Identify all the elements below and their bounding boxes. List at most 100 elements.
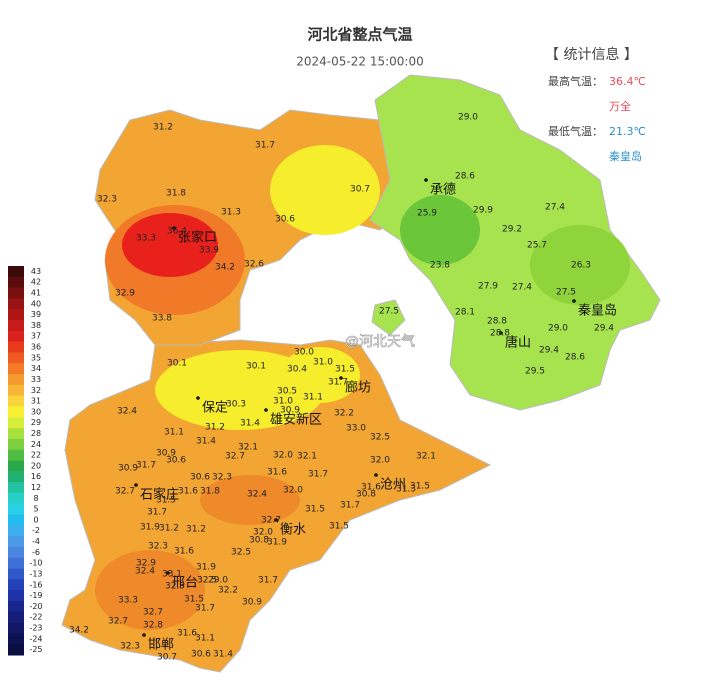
city-name: 邯郸 <box>148 638 174 653</box>
temperature-reading: 32.5 <box>370 433 390 443</box>
temperature-reading: 31.5 <box>329 522 349 532</box>
temperature-reading: 34.2 <box>215 263 235 273</box>
scale-label: 35 <box>31 353 41 362</box>
scale-label: 20 <box>31 461 41 470</box>
temperature-reading: 32.2 <box>218 586 238 596</box>
temperature-reading: 31.6 <box>267 468 287 478</box>
temperature-reading: 30.3 <box>226 400 246 410</box>
temperature-reading: 30.1 <box>167 359 187 369</box>
temperature-reading: 31.5 <box>335 365 355 375</box>
temperature-reading: 27.4 <box>512 283 532 293</box>
temperature-reading: 33.0 <box>346 424 366 434</box>
temperature-reading: 31.7 <box>195 604 215 614</box>
temperature-reading: 32.4 <box>247 490 267 500</box>
temperature-reading: 32.0 <box>283 486 303 496</box>
temperature-reading: 32.1 <box>297 452 317 462</box>
city-dot <box>196 396 200 400</box>
temperature-reading: 27.5 <box>556 288 576 298</box>
temperature-reading: 31.9 <box>196 563 216 573</box>
city-name: 承德 <box>430 183 456 198</box>
temperature-reading: 36.4 <box>167 227 187 237</box>
temperature-reading: 30.8 <box>249 536 269 546</box>
temperature-reading: 32.3 <box>120 642 140 652</box>
temperature-reading: 31.2 <box>205 423 225 433</box>
city-name: 衡水 <box>280 523 306 538</box>
temperature-reading: 31.9 <box>267 538 287 548</box>
map-labels: 张家口承德秦皇岛唐山廊坊保定雄安新区石家庄衡水沧州邢台邯郸31.231.731.… <box>69 113 617 663</box>
scale-label: -19 <box>29 591 42 600</box>
scale-swatch <box>8 503 24 516</box>
city-name: 沧州 <box>380 477 406 493</box>
temperature-reading: 31.7 <box>147 508 167 518</box>
temperature-reading: 30.0 <box>294 348 314 358</box>
temperature-reading: 30.5 <box>277 387 297 397</box>
scale-label: 33 <box>31 375 41 384</box>
scale-label: 22 <box>31 451 41 460</box>
scale-label: 31 <box>31 397 41 406</box>
temperature-reading: 30.6 <box>166 456 186 466</box>
temperature-reading: 34.2 <box>69 626 89 636</box>
temperature-reading: 31.1 <box>303 393 323 403</box>
temperature-reading: 31.4 <box>240 419 260 429</box>
temperature-reading: 31.6 <box>178 487 198 497</box>
temperature-reading: 29.2 <box>502 225 522 235</box>
temperature-reading: 32.7 <box>225 452 245 462</box>
scale-label: 16 <box>31 472 41 481</box>
scale-label: -10 <box>29 559 42 568</box>
temperature-reading: 23.8 <box>430 261 450 271</box>
temperature-reading: 29.0 <box>208 576 228 586</box>
city-dot <box>499 331 503 335</box>
watermark: @河北天气 <box>345 334 415 350</box>
scale-label: 28 <box>31 429 41 438</box>
city-name: 石家庄 <box>140 487 179 503</box>
scale-swatch <box>8 330 24 343</box>
temperature-reading: 30.4 <box>287 365 307 375</box>
scale-label: -23 <box>29 623 42 632</box>
scale-label: 39 <box>31 310 41 319</box>
temperature-reading: 31.1 <box>164 428 184 438</box>
scale-swatch <box>8 482 24 494</box>
scale-swatch <box>8 633 24 645</box>
temperature-reading: 29.4 <box>539 346 559 356</box>
temperature-reading: 31.8 <box>200 487 220 497</box>
temperature-reading: 27.5 <box>379 307 399 317</box>
temperature-reading: 26.3 <box>571 261 591 271</box>
temperature-reading: 32.0 <box>253 528 273 538</box>
temperature-reading: 31.7 <box>258 576 278 586</box>
temperature-reading: 32.5 <box>165 582 185 592</box>
temperature-reading: 31.5 <box>410 482 430 492</box>
temperature-reading: 32.6 <box>244 260 264 270</box>
scale-label: 24 <box>31 440 41 449</box>
scale-label: 40 <box>31 299 41 308</box>
temperature-reading: 29.0 <box>458 113 478 123</box>
temperature-reading: 30.7 <box>157 653 177 663</box>
temperature-reading: 31.7 <box>308 470 328 480</box>
scale-swatch <box>8 363 24 375</box>
temperature-reading: 32.7 <box>115 487 135 497</box>
temperature-reading: 28.1 <box>455 308 475 318</box>
city-name: 邢台 <box>172 576 198 591</box>
city-name: 唐山 <box>505 335 531 351</box>
scale-swatch <box>8 341 24 353</box>
city-dot <box>572 299 576 303</box>
temperature-reading: 31.9 <box>140 523 160 533</box>
temperature-reading: 32.8 <box>143 621 163 631</box>
scale-label: -6 <box>32 548 40 557</box>
temperature-reading: 27.9 <box>478 282 498 292</box>
temperature-reading: 33.8 <box>152 314 172 324</box>
scale-label: 29 <box>31 418 41 427</box>
city-name: 雄安新区 <box>270 412 322 428</box>
temperature-reading: 32.4 <box>117 407 137 417</box>
temperature-reading: 30.9 <box>242 598 262 608</box>
temperature-reading: 32.3 <box>97 195 117 205</box>
temperature-reading: 30.9 <box>118 464 138 474</box>
title: 河北省整点气温 <box>307 26 412 44</box>
temperature-reading: 28.6 <box>565 353 585 363</box>
scale-swatch <box>8 374 24 386</box>
scale-swatch <box>8 320 24 332</box>
city-dot <box>172 226 176 230</box>
scale-swatch <box>8 428 24 440</box>
temperature-reading: 31.3 <box>221 208 241 218</box>
temperature-reading: 32.1 <box>416 452 436 462</box>
temperature-reading: 30.8 <box>356 490 376 500</box>
